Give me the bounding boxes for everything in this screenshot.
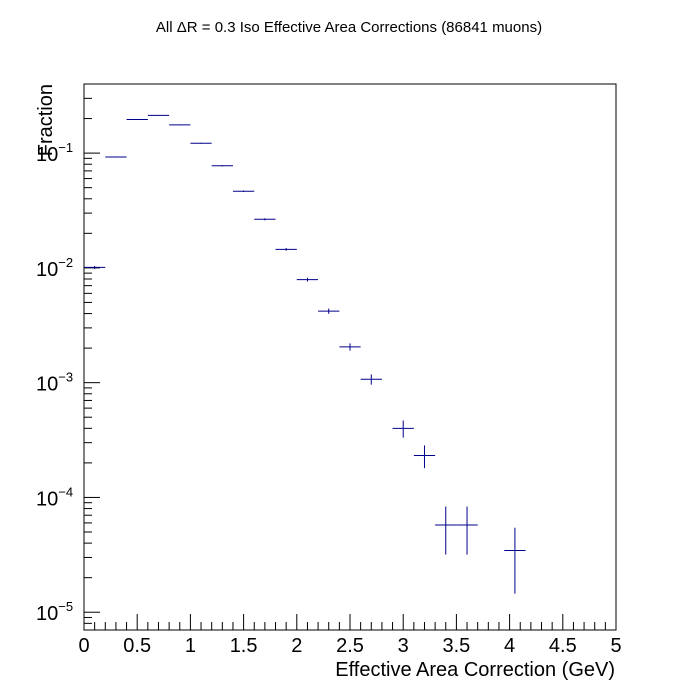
y-tick-label: 10−1 (36, 140, 73, 166)
data-point (84, 265, 106, 269)
x-tick-label: 3 (398, 635, 409, 657)
x-tick-label: 4 (504, 635, 515, 657)
data-point (392, 420, 414, 438)
y-tick-label: 10−4 (36, 484, 73, 510)
x-tick-label: 3.5 (442, 635, 470, 657)
x-tick-label: 1.5 (230, 635, 258, 657)
x-axis-tick-labels: 0 0.5 1 1.5 2 2.5 3 3.5 4 4.5 5 (78, 635, 621, 657)
data-point (169, 124, 191, 126)
data-point (318, 308, 340, 314)
x-tick-label: 0 (78, 635, 89, 657)
x-axis-label: Effective Area Correction (GeV) (335, 659, 615, 681)
y-axis-ticks (84, 83, 100, 631)
data-point (296, 277, 319, 282)
data-point (413, 445, 436, 469)
chart-title: All ΔR = 0.3 Iso Effective Area Correcti… (156, 19, 542, 36)
data-point (190, 142, 212, 144)
x-axis-ticks (83, 614, 617, 630)
data-point (339, 343, 361, 351)
y-tick-label: 10−5 (36, 599, 73, 625)
data-point (435, 506, 457, 555)
data-point (254, 218, 276, 221)
data-point (147, 114, 170, 116)
data-point (211, 165, 233, 167)
data-point (275, 248, 297, 251)
y-tick-label: 10−2 (36, 255, 73, 281)
x-tick-label: 5 (610, 635, 621, 657)
x-tick-label: 2 (291, 635, 302, 657)
x-tick-label: 4.5 (549, 635, 577, 657)
data-point (126, 119, 148, 121)
x-tick-label: 1 (185, 635, 196, 657)
data-point (504, 527, 526, 594)
plot-frame (83, 83, 617, 631)
x-tick-label: 2.5 (336, 635, 364, 657)
data-point (360, 374, 382, 385)
x-tick-label: 0.5 (123, 635, 151, 657)
data-series (84, 114, 526, 594)
data-point (105, 156, 127, 158)
y-axis-tick-labels: 10−5 10−4 10−3 10−2 10−1 (36, 140, 73, 625)
y-tick-label: 10−3 (36, 370, 73, 396)
data-point (232, 190, 255, 193)
y-axis-label: Fraction (35, 84, 57, 156)
data-point (456, 506, 478, 555)
